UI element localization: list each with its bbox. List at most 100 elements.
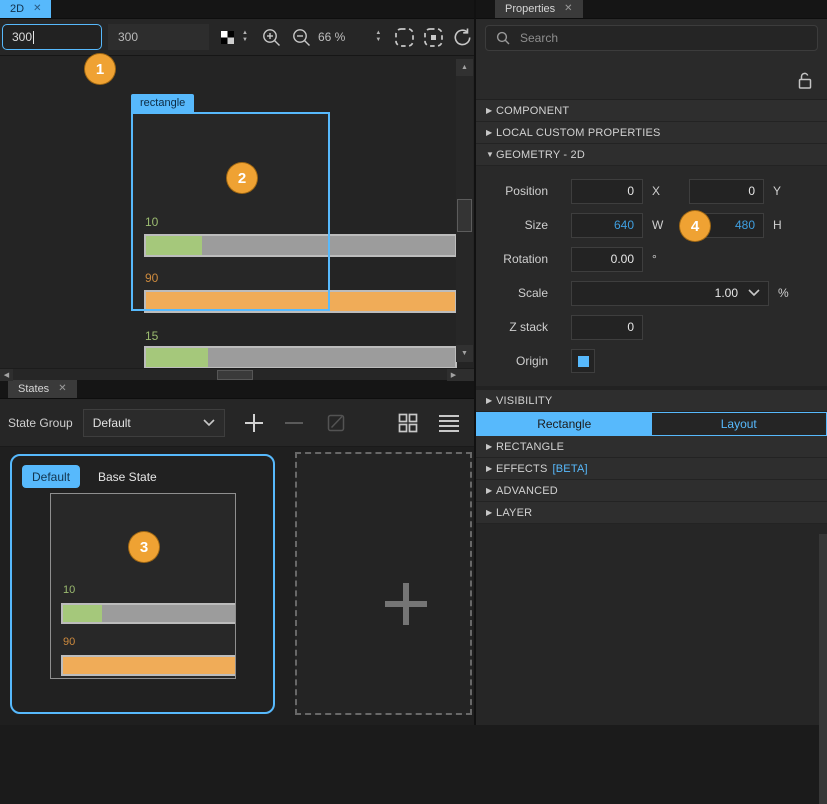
edit-state-group-icon[interactable] xyxy=(325,411,348,434)
search-row xyxy=(476,19,827,56)
section-rectangle[interactable]: ▶ RECTANGLE xyxy=(476,436,827,458)
position-x-field[interactable]: 0 xyxy=(571,178,643,204)
canvas-vertical-scrollbar[interactable]: ▲ ▼ xyxy=(456,59,473,362)
state-thumbnail[interactable]: 10 90 xyxy=(50,493,236,679)
selection-label[interactable]: rectangle xyxy=(131,94,195,112)
chevron-down-icon: ▼ xyxy=(486,150,495,159)
rectangle-component[interactable] xyxy=(131,112,330,311)
reset-view-icon[interactable] xyxy=(452,27,473,48)
properties-pane: Properties ✕ ▶ COMPONENT ▶ LOCAL CUSTOM … xyxy=(474,0,827,804)
annotation-badge-4: 4 xyxy=(680,211,710,241)
zoom-in-icon[interactable] xyxy=(261,27,282,48)
properties-scroll-thumb[interactable] xyxy=(819,534,827,804)
section-geometry-label: GEOMETRY - 2D xyxy=(496,148,585,161)
scroll-up-icon[interactable]: ▲ xyxy=(456,59,473,76)
section-rectangle-label: RECTANGLE xyxy=(496,440,565,453)
list-view-icon[interactable] xyxy=(437,413,461,433)
properties-empty-area xyxy=(476,524,827,804)
thumbnail-view-icon[interactable] xyxy=(396,411,420,435)
tab-2d[interactable]: 2D ✕ xyxy=(0,0,52,18)
search-input[interactable] xyxy=(520,31,807,45)
section-advanced[interactable]: ▶ ADVANCED xyxy=(476,480,827,502)
close-icon[interactable]: ✕ xyxy=(564,3,573,14)
progress-bar xyxy=(144,234,457,257)
position-y-field[interactable]: 0 xyxy=(689,178,764,204)
progress-bar-fill xyxy=(146,348,208,367)
background-checker-icon[interactable] xyxy=(221,30,234,44)
horizontal-scroll-thumb[interactable] xyxy=(217,370,253,380)
state-group-label: State Group xyxy=(8,415,73,430)
scroll-right-icon[interactable]: ▶ xyxy=(447,369,460,381)
unit-y: Y xyxy=(773,184,782,198)
size-row: Size 640 W 480 H xyxy=(476,208,827,242)
vertical-scroll-thumb[interactable] xyxy=(457,199,472,232)
text-caret xyxy=(33,30,35,44)
section-visibility[interactable]: ▶ VISIBILITY xyxy=(476,390,827,412)
chevron-right-icon: ▶ xyxy=(486,464,493,473)
section-effects[interactable]: ▶ EFFECTS [BETA] xyxy=(476,458,827,480)
state-group-dropdown[interactable]: Default xyxy=(82,408,225,437)
origin-selector[interactable] xyxy=(571,349,595,373)
section-layer[interactable]: ▶ LAYER xyxy=(476,502,827,524)
spinner-down-icon[interactable]: ▼ xyxy=(242,37,248,43)
x-coordinate-input[interactable]: 300 xyxy=(2,24,102,50)
progress-bar-fill xyxy=(63,657,235,674)
chevron-right-icon: ▶ xyxy=(486,442,493,451)
unit-degrees: ° xyxy=(652,252,657,266)
unit-percent: % xyxy=(778,286,789,300)
zstack-field[interactable]: 0 xyxy=(571,314,643,340)
scroll-left-icon[interactable]: ◀ xyxy=(0,369,13,381)
size-width-value: 640 xyxy=(613,218,634,232)
zstack-value: 0 xyxy=(627,320,634,334)
subtab-rectangle[interactable]: Rectangle xyxy=(477,413,652,435)
origin-row: Origin xyxy=(476,344,827,378)
rotation-value: 0.00 xyxy=(610,252,634,266)
scroll-down-icon[interactable]: ▼ xyxy=(456,345,473,362)
origin-center-indicator xyxy=(577,355,589,367)
tab-states[interactable]: States ✕ xyxy=(8,380,77,398)
rotation-field[interactable]: 0.00 xyxy=(571,246,643,272)
chevron-down-icon[interactable] xyxy=(748,289,760,297)
close-icon[interactable]: ✕ xyxy=(33,3,42,14)
checker-spinner[interactable]: ▲ ▼ xyxy=(242,30,248,43)
close-icon[interactable]: ✕ xyxy=(58,383,67,394)
base-state-card[interactable]: Default Base State 10 90 xyxy=(10,454,275,714)
section-geometry-2d[interactable]: ▼ GEOMETRY - 2D xyxy=(476,144,827,166)
y-coordinate-input[interactable]: 300 xyxy=(108,24,209,50)
2d-canvas[interactable]: 10 90 15 rectangle ▲ ▼ xyxy=(0,56,474,368)
2d-editor-pane: 2D ✕ 300 300 ▲ ▼ 66 % ▲ ▼ xyxy=(0,0,474,715)
chevron-right-icon: ▶ xyxy=(486,128,493,137)
spinner-up-icon[interactable]: ▲ xyxy=(375,30,382,36)
state-name: Base State xyxy=(98,470,157,484)
add-state-tile[interactable] xyxy=(295,452,472,715)
chevron-right-icon: ▶ xyxy=(486,486,493,495)
position-row: Position 0 X 0 Y xyxy=(476,174,827,208)
canvas-horizontal-scrollbar[interactable]: ◀ ▶ xyxy=(0,368,474,381)
tab-properties[interactable]: Properties ✕ xyxy=(495,0,583,18)
spinner-down-icon[interactable]: ▼ xyxy=(375,37,382,43)
scale-row: Scale 1.00 % xyxy=(476,276,827,310)
fit-frame-icon[interactable] xyxy=(423,27,444,48)
origin-label: Origin xyxy=(515,354,548,368)
add-state-group-button[interactable] xyxy=(244,413,263,432)
unlock-icon[interactable] xyxy=(796,71,813,90)
zstack-row: Z stack 0 xyxy=(476,310,827,344)
section-local-custom-properties[interactable]: ▶ LOCAL CUSTOM PROPERTIES xyxy=(476,122,827,144)
chevron-right-icon: ▶ xyxy=(486,396,493,405)
section-component[interactable]: ▶ COMPONENT xyxy=(476,100,827,122)
zoom-out-icon[interactable] xyxy=(291,27,312,48)
scale-field[interactable]: 1.00 xyxy=(571,280,769,306)
spinner-up-icon[interactable]: ▲ xyxy=(242,30,248,36)
size-width-field[interactable]: 640 xyxy=(571,212,643,238)
subtab-layout[interactable]: Layout xyxy=(651,413,826,435)
position-y-value: 0 xyxy=(748,184,755,198)
lock-row xyxy=(476,56,827,100)
zoom-spinner[interactable]: ▲ ▼ xyxy=(375,30,382,43)
section-local-custom-label: LOCAL CUSTOM PROPERTIES xyxy=(496,126,661,139)
x-coordinate-value: 300 xyxy=(12,30,33,44)
search-box[interactable] xyxy=(485,25,818,51)
fit-selection-icon[interactable] xyxy=(394,27,415,48)
default-state-badge[interactable]: Default xyxy=(22,465,81,488)
remove-state-group-button[interactable] xyxy=(284,421,303,424)
section-component-label: COMPONENT xyxy=(496,104,570,117)
